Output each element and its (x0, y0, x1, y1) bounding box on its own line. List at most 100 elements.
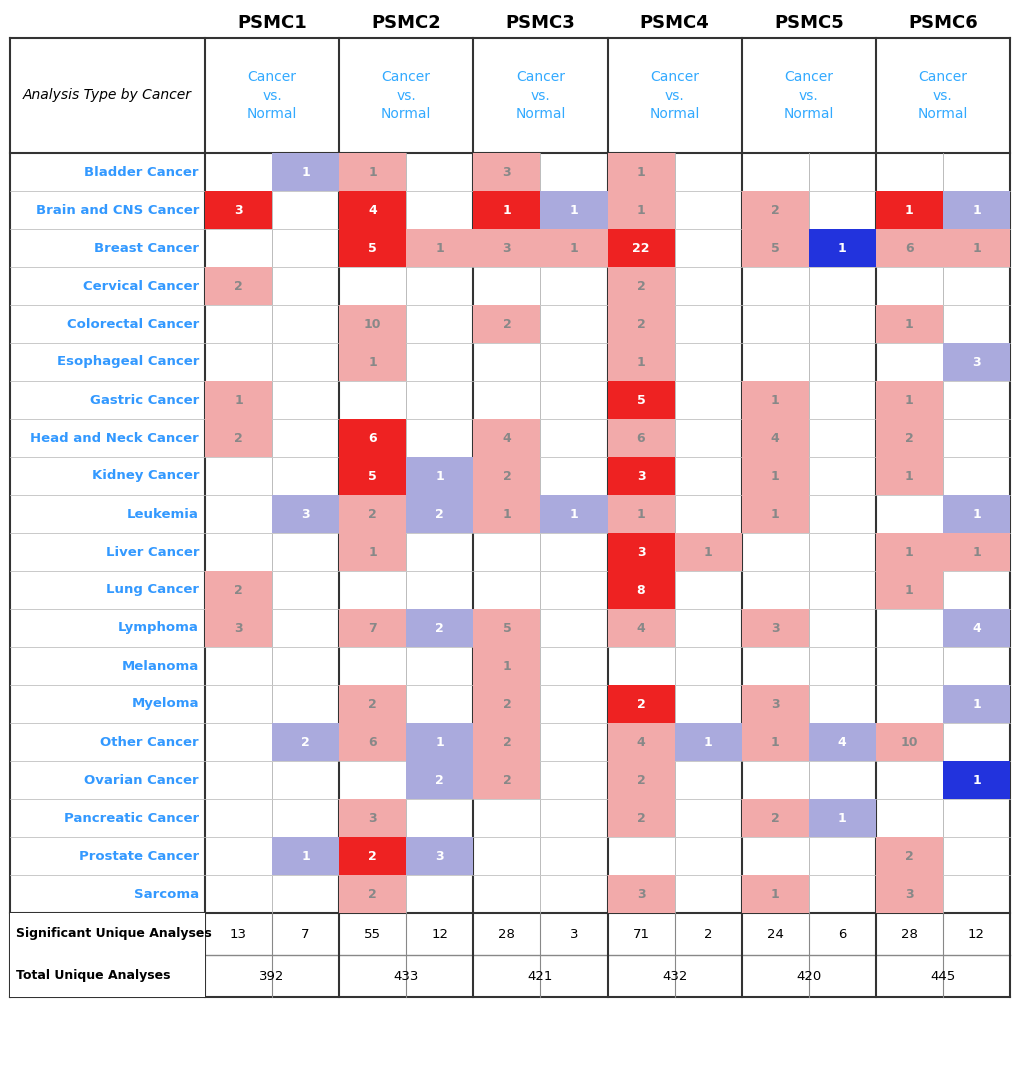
Bar (540, 191, 607, 229)
Text: 1: 1 (770, 736, 779, 749)
Bar (540, 837, 607, 875)
Bar (875, 800, 942, 837)
Bar (540, 685, 607, 723)
Text: 12: 12 (967, 928, 984, 941)
Bar (272, 495, 339, 533)
Text: 2: 2 (636, 811, 645, 824)
Bar (607, 267, 674, 305)
Bar (473, 153, 540, 191)
Text: Liver Cancer: Liver Cancer (105, 546, 199, 559)
Bar (942, 419, 1009, 457)
Bar (339, 229, 406, 267)
Bar (473, 647, 540, 685)
Bar (406, 229, 473, 267)
Bar (406, 800, 473, 837)
Bar (473, 875, 540, 913)
Text: Myeloma: Myeloma (131, 697, 199, 710)
Bar (339, 875, 406, 913)
Bar (10, 761, 205, 800)
Bar (875, 875, 942, 913)
Bar (942, 495, 1009, 533)
Bar (406, 457, 473, 495)
Bar (808, 457, 875, 495)
Bar (339, 457, 406, 495)
Text: Prostate Cancer: Prostate Cancer (78, 849, 199, 862)
Bar (875, 381, 942, 419)
Bar (875, 305, 942, 343)
Bar (473, 229, 540, 267)
Bar (674, 153, 741, 191)
Bar (540, 419, 607, 457)
Text: 2: 2 (636, 317, 645, 330)
Text: 2: 2 (636, 697, 645, 710)
Bar (272, 647, 339, 685)
Bar (406, 647, 473, 685)
Text: Lung Cancer: Lung Cancer (106, 584, 199, 597)
Text: 2: 2 (435, 774, 443, 787)
Bar (10, 38, 1009, 997)
Bar (875, 191, 942, 229)
Bar (607, 343, 674, 381)
Bar (674, 571, 741, 609)
Text: 1: 1 (636, 204, 645, 217)
Text: 7: 7 (368, 622, 377, 634)
Bar (808, 837, 875, 875)
Bar (205, 267, 272, 305)
Bar (741, 723, 808, 761)
Bar (406, 837, 473, 875)
Bar (808, 875, 875, 913)
Text: PSMC2: PSMC2 (371, 14, 440, 32)
Bar (406, 685, 473, 723)
Bar (339, 533, 406, 571)
Bar (406, 381, 473, 419)
Bar (875, 381, 942, 419)
Text: 1: 1 (703, 546, 712, 559)
Text: Significant Unique Analyses: Significant Unique Analyses (16, 928, 212, 941)
Text: 5: 5 (368, 242, 377, 255)
Bar (741, 609, 808, 647)
Bar (473, 495, 540, 533)
Text: PSMC4: PSMC4 (639, 14, 709, 32)
Text: 6: 6 (636, 432, 645, 445)
Text: Leukemia: Leukemia (127, 507, 199, 520)
Bar (741, 343, 808, 381)
Bar (10, 571, 205, 609)
Bar (741, 685, 808, 723)
Bar (339, 609, 406, 647)
Bar (10, 191, 205, 229)
Bar (10, 153, 205, 191)
Bar (607, 381, 674, 419)
Bar (205, 381, 272, 419)
Bar (875, 495, 942, 533)
Bar (875, 533, 942, 571)
Bar (473, 153, 540, 191)
Bar (674, 229, 741, 267)
Bar (808, 191, 875, 229)
Text: PSMC3: PSMC3 (505, 14, 575, 32)
Bar (540, 761, 607, 800)
Bar (10, 495, 205, 533)
Bar (205, 875, 272, 913)
Bar (741, 800, 808, 837)
Bar (205, 685, 272, 723)
Bar (741, 191, 808, 229)
Bar (10, 229, 205, 267)
Bar (473, 723, 540, 761)
Bar (741, 571, 808, 609)
Bar (942, 229, 1009, 267)
Text: Sarcoma: Sarcoma (133, 888, 199, 901)
Bar (339, 837, 406, 875)
Text: 1: 1 (971, 697, 980, 710)
Text: 432: 432 (661, 970, 687, 983)
Bar (339, 571, 406, 609)
Bar (875, 571, 942, 609)
Bar (607, 457, 674, 495)
Bar (808, 343, 875, 381)
Bar (272, 153, 339, 191)
Text: 2: 2 (904, 849, 913, 862)
Bar (607, 685, 674, 723)
Bar (808, 685, 875, 723)
Text: 1: 1 (368, 165, 377, 178)
Bar (674, 875, 741, 913)
Bar (205, 495, 272, 533)
